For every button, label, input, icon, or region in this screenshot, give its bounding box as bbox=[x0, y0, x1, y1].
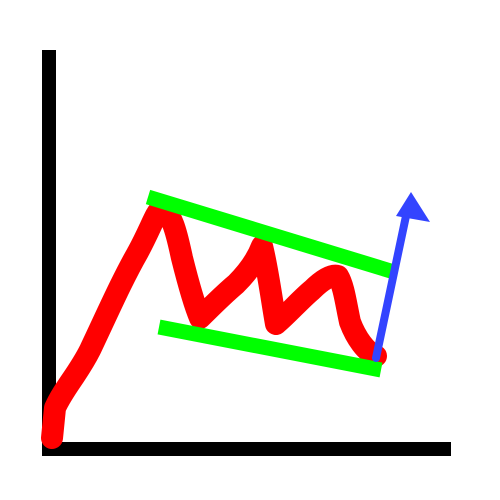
lower-channel-line bbox=[157, 319, 383, 378]
price-line bbox=[41, 199, 387, 449]
breakout-arrow-icon bbox=[372, 192, 430, 362]
axes bbox=[42, 50, 451, 456]
breakout-arrow-shaft bbox=[372, 212, 410, 362]
upper-channel-line bbox=[145, 189, 397, 280]
breakout-arrow-head bbox=[396, 192, 430, 222]
